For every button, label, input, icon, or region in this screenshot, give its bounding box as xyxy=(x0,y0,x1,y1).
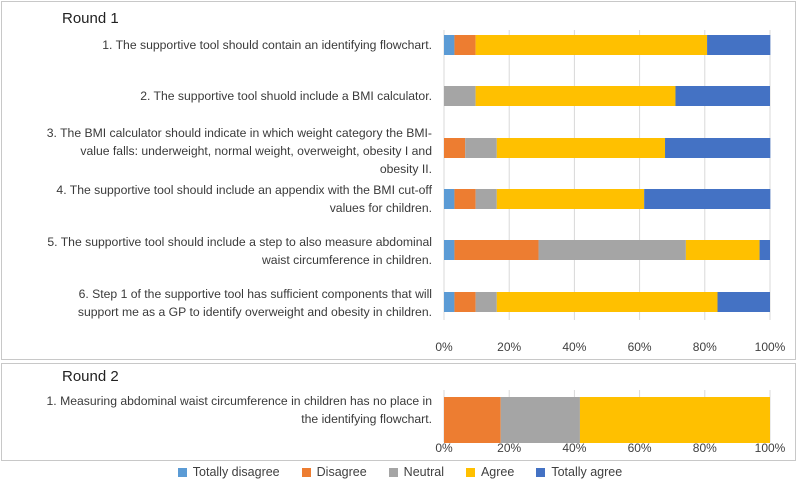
statement-r1-5: 5. The supportive tool should include a … xyxy=(47,235,432,267)
x-tick-label-r1-4: 80% xyxy=(693,340,717,354)
bar-r1-5-neutral xyxy=(538,240,686,260)
bar-r1-2-neutral xyxy=(444,86,476,106)
bar-r1-5-totally-agree xyxy=(759,240,770,260)
bar-r1-4-disagree xyxy=(454,189,476,209)
legend-swatch xyxy=(536,467,546,477)
legend-swatch xyxy=(301,467,311,477)
statement-r1-4: 4. The supportive tool should include an… xyxy=(56,183,432,215)
x-tick-label-r1-2: 40% xyxy=(562,340,586,354)
bar-r1-6-totally-agree xyxy=(717,292,770,312)
legend-label: Neutral xyxy=(403,465,444,479)
bar-r1-4-totally-disagree xyxy=(444,189,455,209)
bar-r1-3-agree xyxy=(496,138,666,158)
legend-label: Totally agree xyxy=(551,465,623,479)
bar-r1-6-agree xyxy=(496,292,718,312)
chart-legend: Totally disagree Disagree Neutral Agree Tota… xyxy=(0,465,800,479)
x-tick-label-r2-2: 40% xyxy=(562,441,586,455)
bar-r1-1-totally-disagree xyxy=(444,35,455,55)
round-1-title: Round 1 xyxy=(62,10,119,27)
bar-r1-1-agree xyxy=(475,35,708,55)
bar-r1-5-agree xyxy=(685,240,760,260)
statement-r1-3: 3. The BMI calculator should indicate in… xyxy=(46,126,432,176)
legend-swatch xyxy=(465,467,475,477)
legend-swatch xyxy=(388,467,398,477)
bar-r1-4-agree xyxy=(496,189,645,209)
legend-item-agree: Agree xyxy=(465,465,515,479)
statement-r1-2: 2. The supportive tool shuold include a … xyxy=(140,89,432,103)
bar-r1-5-totally-disagree xyxy=(444,240,455,260)
x-tick-label-r2-0: 0% xyxy=(435,441,453,455)
statement-r1-1: 1. The supportive tool should contain an… xyxy=(102,38,432,52)
bar-r1-3-disagree xyxy=(444,138,466,158)
legend-item-disagree: Disagree xyxy=(301,465,367,479)
statement-r1-6: 6. Step 1 of the supportive tool has suf… xyxy=(77,287,432,319)
bar-r1-6-totally-disagree xyxy=(444,292,455,312)
bar-r1-4-neutral xyxy=(475,189,497,209)
statement-r2-1: 1. Measuring abdominal waist circumferen… xyxy=(46,394,432,426)
x-tick-label-r1-3: 60% xyxy=(628,340,652,354)
bar-r1-3-totally-agree xyxy=(665,138,771,158)
bar-r2-1-agree xyxy=(579,397,770,443)
legend-item-neutral: Neutral xyxy=(388,465,444,479)
bar-r1-5-disagree xyxy=(454,240,539,260)
bar-r1-2-agree xyxy=(475,86,676,106)
bar-r1-1-totally-agree xyxy=(707,35,771,55)
bar-r1-6-disagree xyxy=(454,292,476,312)
x-tick-label-r1-0: 0% xyxy=(435,340,453,354)
bar-r1-2-totally-agree xyxy=(675,86,770,106)
legend-label: Agree xyxy=(480,465,515,479)
x-tick-label-r2-1: 20% xyxy=(497,441,521,455)
x-tick-label-r2-4: 80% xyxy=(693,441,717,455)
x-tick-label-r2-3: 60% xyxy=(628,441,652,455)
x-tick-label-r2-5: 100% xyxy=(755,441,786,455)
bar-r1-6-neutral xyxy=(475,292,497,312)
legend-label: Totally disagree xyxy=(192,465,280,479)
bar-r2-1-disagree xyxy=(444,397,501,443)
bar-r1-4-totally-agree xyxy=(644,189,771,209)
legend-item-totally-agree: Totally agree xyxy=(536,465,622,479)
legend-swatch xyxy=(177,467,187,477)
x-tick-label-r1-5: 100% xyxy=(755,340,786,354)
round-2-title: Round 2 xyxy=(62,368,119,385)
bar-r1-1-disagree xyxy=(454,35,476,55)
legend-label: Disagree xyxy=(316,465,367,479)
bar-r2-1-neutral xyxy=(500,397,580,443)
x-tick-label-r1-1: 20% xyxy=(497,340,521,354)
bar-r1-3-neutral xyxy=(465,138,497,158)
legend-item-totally-disagree: Totally disagree xyxy=(177,465,280,479)
